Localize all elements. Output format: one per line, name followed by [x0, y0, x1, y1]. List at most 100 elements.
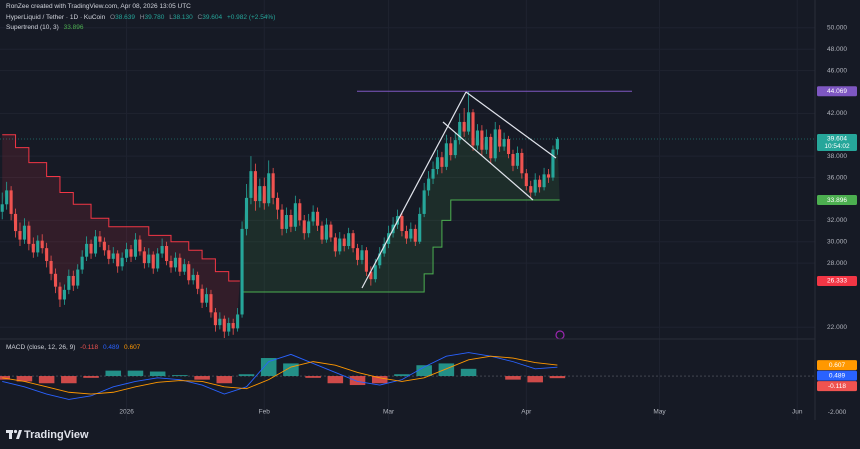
candle-body: [329, 224, 333, 238]
candle-body: [27, 225, 31, 244]
candle-body: [542, 174, 546, 188]
y-tick-label: 32.000: [827, 217, 847, 224]
macd-histogram-bar: [16, 376, 33, 382]
symbol-title: HyperLiquid / Tether · 1D · KuCoin: [6, 14, 106, 21]
candle-body: [5, 190, 9, 205]
macd-line: [2, 352, 558, 400]
supertrend-badge: 33.896: [827, 197, 847, 204]
candle-body: [546, 174, 551, 178]
candle-body: [133, 239, 138, 257]
candle-body: [449, 143, 453, 156]
candle-body: [213, 312, 217, 326]
candle-body: [511, 154, 515, 166]
candle-body: [284, 214, 289, 229]
x-tick-label: Apr: [521, 409, 532, 416]
candle-body: [342, 238, 346, 247]
candle-body: [502, 139, 506, 147]
macd-histogram-bar: [327, 376, 344, 384]
candle-body: [471, 112, 475, 146]
candle-body: [267, 173, 271, 204]
indicator-name: Supertrend (10, 3): [6, 24, 59, 31]
macd-histogram-bar: [527, 376, 543, 383]
y-tick-label: 48.000: [827, 46, 847, 53]
y-tick-label: 46.000: [827, 67, 847, 74]
candle-body: [147, 254, 151, 264]
candle-body: [418, 213, 422, 242]
candle-body: [204, 294, 209, 303]
candle-body: [231, 323, 235, 329]
y-tick-label: 28.000: [827, 260, 847, 267]
trendline: [361, 91, 467, 289]
macd-histogram-bar: [305, 376, 321, 378]
macd-badge-bg: [817, 360, 857, 371]
candle-body: [529, 186, 533, 193]
supertrend-legend: Supertrend (10, 3) 33.896: [6, 24, 86, 31]
candle-body: [76, 269, 80, 286]
x-tick-label: Jun: [792, 409, 803, 416]
candle-body: [31, 243, 35, 253]
macd-histogram-bar: [394, 374, 410, 377]
macd-line: [2, 355, 558, 395]
candle-body: [520, 152, 524, 174]
candle-body: [404, 231, 408, 239]
candle-body: [555, 139, 559, 150]
legend-value: 39.780: [144, 14, 165, 21]
candle-body: [200, 288, 204, 303]
y-tick-label: 22.000: [827, 324, 847, 331]
candle-body: [427, 178, 431, 191]
candle-body: [40, 240, 44, 249]
macd-badge: 0.489: [829, 372, 846, 379]
legend-value: 39.604: [202, 14, 223, 21]
candle-body: [369, 271, 373, 280]
candle-body: [493, 129, 497, 159]
candle-body: [262, 186, 266, 204]
candle-body: [351, 233, 355, 249]
candle-body: [258, 186, 262, 202]
candle-body: [498, 129, 502, 147]
credit: RonZee created with TradingView.com, Apr…: [6, 3, 191, 10]
candle-body: [156, 253, 160, 269]
candle-body: [116, 253, 120, 267]
candle-body: [311, 211, 315, 222]
candle-body: [173, 257, 177, 268]
candle-body: [240, 228, 244, 315]
candle-body: [187, 264, 191, 281]
logo-part: [16, 430, 22, 439]
candle-body: [467, 112, 471, 132]
indicator-value: -0.118: [80, 344, 99, 351]
candle-body: [400, 216, 404, 232]
candle-body: [22, 225, 26, 240]
candle-body: [280, 209, 284, 229]
supertrend-badge-bg: [817, 275, 857, 286]
indicator-value: 0.489: [102, 344, 120, 351]
candle-body: [462, 121, 466, 132]
supertrend-badge-bg: [817, 195, 857, 206]
indicator-value: 33.896: [63, 24, 84, 31]
candle-body: [0, 204, 4, 212]
candle-body: [182, 264, 186, 272]
candle-body: [67, 275, 71, 290]
candle-body: [53, 273, 58, 287]
x-tick-label: Feb: [259, 409, 271, 416]
candle-body: [489, 136, 493, 159]
x-tick-label: May: [653, 409, 666, 416]
macd-histogram-bar: [549, 376, 566, 379]
candle-body: [244, 197, 249, 229]
legend-key: C: [197, 14, 203, 21]
candle-body: [178, 257, 182, 272]
last-price-badge: 39.604: [827, 136, 847, 143]
candle-body: [142, 251, 146, 264]
candle-body: [364, 250, 368, 272]
trendline: [465, 91, 557, 159]
last-price-badge-extra: 10:54:02: [824, 143, 850, 150]
candle-body: [347, 233, 351, 247]
supertrend-fill: [2, 134, 240, 332]
y-tick-label: 30.000: [827, 238, 847, 245]
x-tick-label: Mar: [383, 409, 395, 416]
candle-body: [276, 197, 280, 210]
candle-body: [151, 254, 155, 269]
candle-body: [93, 236, 98, 254]
candle-body: [236, 314, 240, 329]
